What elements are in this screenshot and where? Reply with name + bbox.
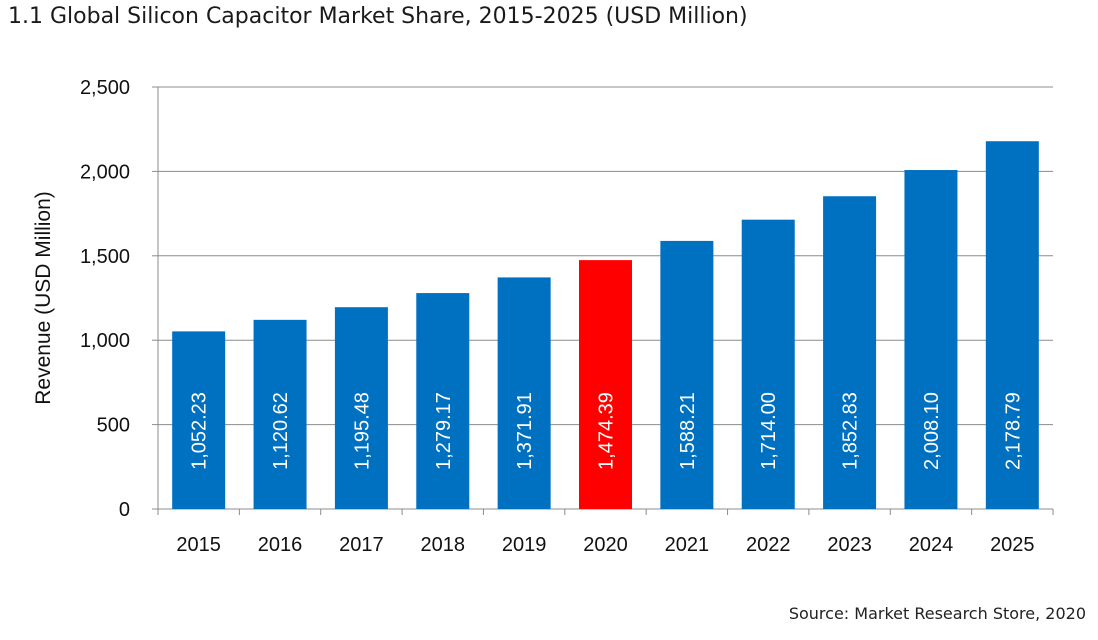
data-label-2018: 1,279.17 (433, 392, 455, 470)
x-tick-labels: 2015 2016 2017 2018 2019 2020 2021 2022 2023 2024… (176, 534, 1034, 556)
data-label-2017: 1,195.48 (351, 392, 373, 470)
y-tick-label-5: 2,500 (80, 77, 130, 99)
x-tick-label-2015: 2015 (176, 534, 221, 556)
x-tick-label-2022: 2022 (746, 534, 791, 556)
data-label-2015: 1,052.23 (189, 392, 211, 470)
x-tick-label-2023: 2023 (827, 534, 872, 556)
x-tick-label-2020: 2020 (583, 534, 628, 556)
bar-2018 (416, 293, 470, 509)
bar-2017 (334, 307, 388, 509)
bar-2021 (660, 240, 714, 509)
y-tick-labels: 0 500 1,000 1,500 2,000 2,500 (80, 77, 130, 521)
y-tick-label-2: 1,000 (80, 330, 130, 352)
source-note: Source: Market Research Store, 2020 (788, 604, 1086, 623)
data-label-2022: 1,714.00 (758, 392, 780, 470)
x-tick-label-2018: 2018 (421, 534, 466, 556)
bar-2020 (579, 260, 632, 509)
y-axis-label: Revenue (USD Million) (32, 191, 55, 405)
bar-2022 (741, 219, 795, 509)
bar-2023 (823, 196, 877, 509)
data-label-2020: 1,474.39 (596, 392, 618, 470)
x-tick-label-2025: 2025 (990, 534, 1035, 556)
x-tick-label-2017: 2017 (339, 534, 384, 556)
data-label-2021: 1,588.21 (677, 392, 699, 470)
x-tick-label-2024: 2024 (909, 534, 954, 556)
data-label-2024: 2,008.10 (921, 392, 943, 470)
chart-title: 1.1 Global Silicon Capacitor Market Shar… (8, 4, 748, 29)
bar-2016 (253, 319, 307, 509)
bar-2019 (497, 277, 551, 509)
bar-2015 (172, 331, 226, 509)
data-label-2019: 1,371.91 (514, 392, 536, 470)
data-label-2025: 2,178.79 (1002, 392, 1024, 470)
data-label-2023: 1,852.83 (840, 392, 862, 470)
y-tick-label-4: 2,000 (80, 161, 130, 183)
data-label-2016: 1,120.62 (270, 392, 292, 470)
x-tick-label-2021: 2021 (665, 534, 710, 556)
bar-2024 (904, 170, 958, 509)
y-tick-label-0: 0 (119, 499, 130, 521)
y-tick-label-3: 1,500 (80, 246, 130, 268)
bar-2025 (985, 141, 1039, 509)
y-tick-label-1: 500 (97, 415, 130, 437)
x-tick-label-2019: 2019 (502, 534, 547, 556)
data-labels: 1,052.23 1,120.62 1,195.48 1,279.17 1,371.91… (189, 392, 1025, 470)
bars (172, 141, 1039, 509)
x-tick-label-2016: 2016 (258, 534, 303, 556)
